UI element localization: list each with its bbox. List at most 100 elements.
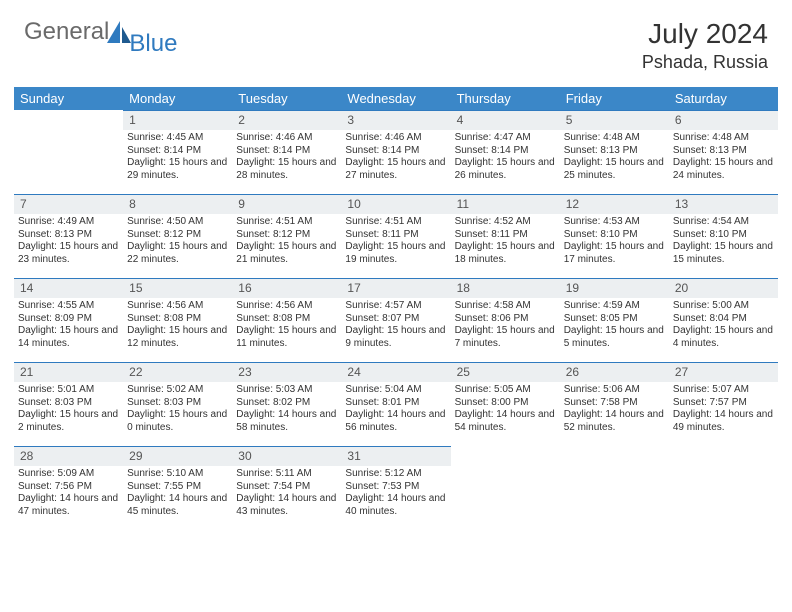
day-body: Sunrise: 5:05 AMSunset: 8:00 PMDaylight:… [451,382,560,438]
day-body: Sunrise: 4:56 AMSunset: 8:08 PMDaylight:… [232,298,341,354]
sunrise-line: Sunrise: 5:00 AM [673,300,774,313]
sunrise-line: Sunrise: 4:45 AM [127,132,228,145]
day-body: Sunrise: 5:09 AMSunset: 7:56 PMDaylight:… [14,466,123,522]
daylight-line: Daylight: 15 hours and 9 minutes. [345,325,446,350]
sunrise-line: Sunrise: 4:47 AM [455,132,556,145]
daylight-line: Daylight: 14 hours and 43 minutes. [236,493,337,518]
calendar-cell: 2Sunrise: 4:46 AMSunset: 8:14 PMDaylight… [232,110,341,194]
day-body: Sunrise: 4:51 AMSunset: 8:12 PMDaylight:… [232,214,341,270]
page-header: General Blue July 2024 Pshada, Russia [0,0,792,81]
calendar-cell: 17Sunrise: 4:57 AMSunset: 8:07 PMDayligh… [341,278,450,362]
calendar-row: 1Sunrise: 4:45 AMSunset: 8:14 PMDaylight… [14,110,778,194]
day-number: 18 [451,278,560,298]
day-number: 26 [560,362,669,382]
calendar-cell: 10Sunrise: 4:51 AMSunset: 8:11 PMDayligh… [341,194,450,278]
calendar-cell: 31Sunrise: 5:12 AMSunset: 7:53 PMDayligh… [341,446,450,530]
calendar-cell: 27Sunrise: 5:07 AMSunset: 7:57 PMDayligh… [669,362,778,446]
daylight-line: Daylight: 15 hours and 21 minutes. [236,241,337,266]
calendar-cell: 30Sunrise: 5:11 AMSunset: 7:54 PMDayligh… [232,446,341,530]
calendar-row: 14Sunrise: 4:55 AMSunset: 8:09 PMDayligh… [14,278,778,362]
sunrise-line: Sunrise: 5:10 AM [127,468,228,481]
daylight-line: Daylight: 15 hours and 14 minutes. [18,325,119,350]
daylight-line: Daylight: 14 hours and 56 minutes. [345,409,446,434]
sunrise-line: Sunrise: 4:55 AM [18,300,119,313]
sunrise-line: Sunrise: 5:06 AM [564,384,665,397]
daylight-line: Daylight: 15 hours and 22 minutes. [127,241,228,266]
sunrise-line: Sunrise: 4:56 AM [127,300,228,313]
day-body [14,130,123,136]
calendar-cell: 1Sunrise: 4:45 AMSunset: 8:14 PMDaylight… [123,110,232,194]
sunrise-line: Sunrise: 5:07 AM [673,384,774,397]
sunset-line: Sunset: 7:56 PM [18,481,119,494]
logo-text-1: General [24,18,109,46]
sunset-line: Sunset: 8:14 PM [345,145,446,158]
day-body [560,466,669,472]
day-body: Sunrise: 5:11 AMSunset: 7:54 PMDaylight:… [232,466,341,522]
sunset-line: Sunset: 8:01 PM [345,397,446,410]
sunset-line: Sunset: 8:08 PM [236,313,337,326]
day-header: Thursday [451,87,560,110]
sunset-line: Sunset: 8:00 PM [455,397,556,410]
day-header: Sunday [14,87,123,110]
sunrise-line: Sunrise: 5:12 AM [345,468,446,481]
month-title: July 2024 [642,18,768,50]
day-body: Sunrise: 4:58 AMSunset: 8:06 PMDaylight:… [451,298,560,354]
day-number: 6 [669,110,778,130]
sunset-line: Sunset: 7:57 PM [673,397,774,410]
calendar-cell: 14Sunrise: 4:55 AMSunset: 8:09 PMDayligh… [14,278,123,362]
sunset-line: Sunset: 8:10 PM [673,229,774,242]
sunrise-line: Sunrise: 5:03 AM [236,384,337,397]
day-body: Sunrise: 4:49 AMSunset: 8:13 PMDaylight:… [14,214,123,270]
location-label: Pshada, Russia [642,52,768,73]
day-number: 4 [451,110,560,130]
day-header: Tuesday [232,87,341,110]
calendar-cell: 13Sunrise: 4:54 AMSunset: 8:10 PMDayligh… [669,194,778,278]
day-number: 9 [232,194,341,214]
day-number: 7 [14,194,123,214]
day-number: 12 [560,194,669,214]
sunset-line: Sunset: 8:08 PM [127,313,228,326]
daylight-line: Daylight: 15 hours and 5 minutes. [564,325,665,350]
sunrise-line: Sunrise: 5:01 AM [18,384,119,397]
calendar-cell: 15Sunrise: 4:56 AMSunset: 8:08 PMDayligh… [123,278,232,362]
day-number: 19 [560,278,669,298]
sunrise-line: Sunrise: 4:51 AM [236,216,337,229]
day-body: Sunrise: 4:47 AMSunset: 8:14 PMDaylight:… [451,130,560,186]
day-body: Sunrise: 5:06 AMSunset: 7:58 PMDaylight:… [560,382,669,438]
day-body: Sunrise: 5:03 AMSunset: 8:02 PMDaylight:… [232,382,341,438]
sunrise-line: Sunrise: 4:58 AM [455,300,556,313]
calendar-cell: 11Sunrise: 4:52 AMSunset: 8:11 PMDayligh… [451,194,560,278]
daylight-line: Daylight: 15 hours and 11 minutes. [236,325,337,350]
sunset-line: Sunset: 8:14 PM [236,145,337,158]
day-number: 11 [451,194,560,214]
day-number: 23 [232,362,341,382]
sunset-line: Sunset: 8:13 PM [18,229,119,242]
sunset-line: Sunset: 8:13 PM [564,145,665,158]
calendar-cell: 8Sunrise: 4:50 AMSunset: 8:12 PMDaylight… [123,194,232,278]
day-body: Sunrise: 5:07 AMSunset: 7:57 PMDaylight:… [669,382,778,438]
day-number: 14 [14,278,123,298]
sunset-line: Sunset: 8:13 PM [673,145,774,158]
sunrise-line: Sunrise: 5:11 AM [236,468,337,481]
day-number: 21 [14,362,123,382]
day-body: Sunrise: 5:00 AMSunset: 8:04 PMDaylight:… [669,298,778,354]
title-block: July 2024 Pshada, Russia [642,18,768,73]
day-number: 31 [341,446,450,466]
day-body: Sunrise: 4:45 AMSunset: 8:14 PMDaylight:… [123,130,232,186]
daylight-line: Daylight: 15 hours and 25 minutes. [564,157,665,182]
sunset-line: Sunset: 8:12 PM [127,229,228,242]
calendar-cell: 9Sunrise: 4:51 AMSunset: 8:12 PMDaylight… [232,194,341,278]
logo: General Blue [24,18,183,46]
day-body: Sunrise: 5:02 AMSunset: 8:03 PMDaylight:… [123,382,232,438]
sunrise-line: Sunrise: 4:48 AM [673,132,774,145]
calendar-cell: 25Sunrise: 5:05 AMSunset: 8:00 PMDayligh… [451,362,560,446]
daylight-line: Daylight: 14 hours and 40 minutes. [345,493,446,518]
day-number: 17 [341,278,450,298]
sunrise-line: Sunrise: 4:48 AM [564,132,665,145]
sunset-line: Sunset: 8:14 PM [127,145,228,158]
day-body [451,466,560,472]
day-number: 28 [14,446,123,466]
day-body: Sunrise: 5:04 AMSunset: 8:01 PMDaylight:… [341,382,450,438]
sunset-line: Sunset: 8:14 PM [455,145,556,158]
day-body: Sunrise: 4:56 AMSunset: 8:08 PMDaylight:… [123,298,232,354]
